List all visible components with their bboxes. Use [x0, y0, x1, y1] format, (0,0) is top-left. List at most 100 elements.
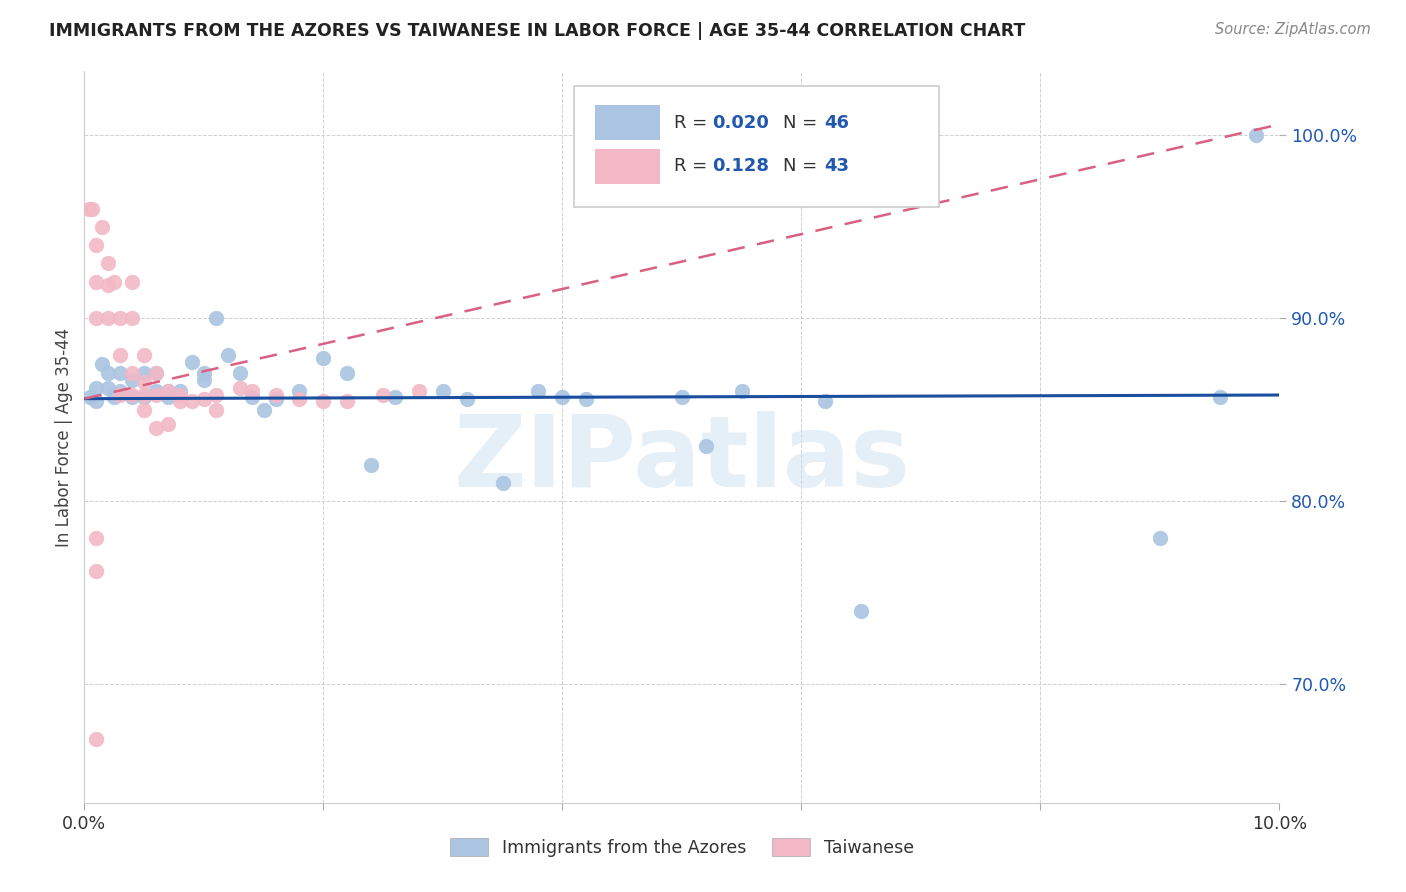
Point [86, 393, 108, 408]
Point [731, 384, 754, 399]
Point [157, 390, 180, 404]
Point [110, 388, 132, 402]
Point [205, 311, 228, 326]
Bar [595, 105, 661, 140]
Point [1244, 128, 1267, 143]
Point [336, 366, 359, 380]
Point [97, 278, 120, 293]
Bar [595, 149, 661, 184]
Point [228, 381, 252, 395]
Point [86, 564, 108, 578]
Point [169, 384, 191, 399]
Point [132, 366, 156, 380]
Point [157, 417, 180, 432]
Point [551, 390, 574, 404]
Point [193, 366, 215, 380]
Point [145, 366, 167, 380]
Point [132, 375, 156, 389]
Point [121, 311, 143, 326]
Point [121, 390, 143, 404]
Text: ZIPatlas: ZIPatlas [454, 410, 910, 508]
Text: 0.020: 0.020 [711, 113, 769, 131]
Point [86, 275, 108, 289]
Point [492, 475, 515, 490]
Point [103, 390, 125, 404]
Point [145, 421, 167, 435]
Point [77, 202, 100, 216]
Point [181, 393, 204, 408]
Point [193, 373, 215, 387]
Point [86, 731, 108, 746]
Point [527, 384, 550, 399]
Point [145, 366, 167, 380]
Point [103, 275, 125, 289]
Point [97, 256, 120, 270]
Point [86, 531, 108, 545]
Point [132, 348, 156, 362]
Point [264, 392, 287, 406]
Point [110, 311, 132, 326]
Point [217, 348, 239, 362]
Point [253, 402, 276, 417]
Point [110, 366, 132, 380]
Point [1209, 390, 1232, 404]
Point [264, 388, 287, 402]
Point [240, 384, 263, 399]
Point [1149, 531, 1171, 545]
Point [97, 311, 120, 326]
Point [373, 388, 395, 402]
Point [312, 351, 335, 366]
Point [157, 384, 180, 399]
Point [145, 388, 167, 402]
Point [169, 388, 191, 402]
Point [851, 604, 873, 618]
Point [86, 311, 108, 326]
Point [695, 439, 717, 453]
Point [80, 202, 103, 216]
Text: 43: 43 [824, 158, 849, 176]
Point [121, 275, 143, 289]
Point [91, 219, 114, 234]
Point [384, 390, 406, 404]
Point [86, 381, 108, 395]
Point [91, 357, 114, 371]
Point [288, 392, 311, 406]
Point [205, 388, 228, 402]
Point [121, 388, 143, 402]
Point [145, 384, 167, 399]
Legend: Immigrants from the Azores, Taiwanese: Immigrants from the Azores, Taiwanese [443, 831, 921, 863]
FancyBboxPatch shape [575, 86, 939, 207]
Point [336, 393, 359, 408]
Point [169, 393, 191, 408]
Point [121, 366, 143, 380]
Point [97, 381, 120, 395]
Point [79, 390, 101, 404]
Point [110, 384, 132, 399]
Point [575, 392, 598, 406]
Point [814, 393, 837, 408]
Point [86, 238, 108, 252]
Point [132, 402, 156, 417]
Point [110, 348, 132, 362]
Text: IMMIGRANTS FROM THE AZORES VS TAIWANESE IN LABOR FORCE | AGE 35-44 CORRELATION C: IMMIGRANTS FROM THE AZORES VS TAIWANESE … [49, 22, 1025, 40]
Text: N =: N = [783, 158, 824, 176]
Point [205, 402, 228, 417]
Point [240, 390, 263, 404]
Text: 0.128: 0.128 [711, 158, 769, 176]
Point [288, 384, 311, 399]
Point [360, 458, 382, 472]
Point [408, 384, 430, 399]
Text: 46: 46 [824, 113, 849, 131]
Text: R =: R = [673, 158, 713, 176]
Point [312, 393, 335, 408]
Point [456, 392, 478, 406]
Y-axis label: In Labor Force | Age 35-44: In Labor Force | Age 35-44 [55, 327, 73, 547]
Text: R =: R = [673, 113, 713, 131]
Point [132, 390, 156, 404]
Point [97, 366, 120, 380]
Point [132, 388, 156, 402]
Point [181, 355, 204, 369]
Point [121, 373, 143, 387]
Point [671, 390, 693, 404]
Point [193, 392, 215, 406]
